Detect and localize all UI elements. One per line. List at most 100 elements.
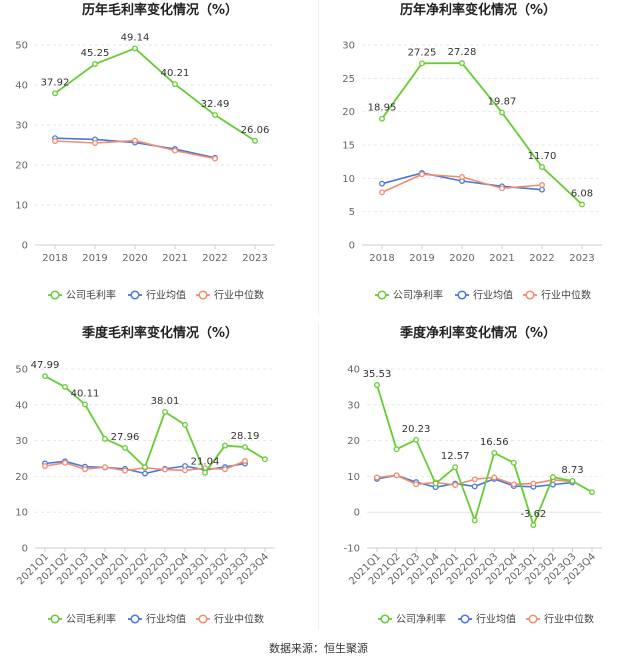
- data-label: 8.73: [561, 465, 583, 476]
- data-label: 26.06: [241, 125, 270, 136]
- y-tick-label: 50: [15, 365, 28, 376]
- legend-marker: [198, 290, 208, 300]
- legend-item: 行业中位数: [196, 289, 264, 302]
- data-label: 38.01: [151, 396, 180, 407]
- legend-marker: [198, 614, 208, 624]
- legend-label: 行业中位数: [544, 613, 594, 626]
- series-line-company: [44, 375, 266, 475]
- chart-title: 历年净利率变化情况（%）: [400, 2, 556, 18]
- legend-marker: [50, 614, 60, 624]
- y-tick-label: 30: [15, 121, 28, 132]
- y-tick-label: 20: [15, 472, 28, 483]
- data-point: [212, 155, 218, 162]
- data-point: [162, 408, 168, 415]
- series-line-company: [381, 62, 583, 206]
- legend-marker: [380, 614, 390, 624]
- legend-item: 公司毛利率: [48, 613, 116, 626]
- data-point: [162, 466, 168, 473]
- data-point: [539, 182, 545, 188]
- data-label: 6.08: [571, 188, 593, 199]
- data-point: [432, 480, 439, 487]
- legend-label: 行业均值: [476, 613, 516, 626]
- y-tick-label: 10: [15, 201, 28, 212]
- data-point: [102, 464, 108, 471]
- y-tick-label: 0: [354, 508, 360, 519]
- data-point: [589, 489, 595, 496]
- x-tick-label: 2018: [42, 253, 67, 264]
- legend-item: 行业均值: [128, 289, 186, 302]
- legend-item: 公司净利率: [378, 613, 446, 626]
- y-tick-label: 0: [22, 241, 28, 252]
- data-label: 37.92: [41, 77, 70, 88]
- data-point: [262, 456, 268, 463]
- legend-marker: [460, 614, 470, 624]
- data-point: [182, 421, 188, 428]
- data-label: 18.95: [368, 103, 397, 114]
- data-point: [393, 446, 400, 453]
- data-source-note: 数据来源：恒生聚源: [269, 642, 368, 655]
- data-point: [459, 174, 465, 180]
- y-tick-label: 5: [349, 207, 355, 218]
- data-point: [132, 45, 138, 52]
- data-point: [471, 476, 478, 483]
- data-point: [52, 138, 58, 144]
- data-point: [122, 467, 128, 474]
- x-tick-label: 2022: [529, 253, 554, 264]
- data-point: [92, 61, 98, 67]
- legend-marker: [377, 290, 387, 300]
- data-point: [413, 481, 420, 488]
- data-label: 27.28: [448, 47, 477, 58]
- data-label: 27.96: [111, 432, 140, 443]
- legend-item: 行业均值: [128, 613, 186, 626]
- data-label: 20.23: [402, 424, 431, 435]
- data-label: 27.25: [408, 47, 437, 58]
- data-point: [452, 482, 459, 488]
- data-point: [182, 467, 188, 474]
- data-point: [82, 401, 88, 408]
- data-point: [172, 81, 178, 88]
- legend-marker: [130, 290, 140, 300]
- data-point: [530, 480, 537, 487]
- x-tick-label: 2021: [489, 253, 514, 264]
- data-point: [242, 444, 248, 451]
- data-point: [42, 463, 48, 469]
- y-tick-label: 10: [347, 472, 360, 483]
- legend-marker: [525, 290, 535, 300]
- chart-title: 历年毛利率变化情况（%）: [82, 2, 238, 18]
- data-label: 21.04: [191, 457, 220, 468]
- data-point: [579, 201, 585, 208]
- legend-label: 公司净利率: [396, 613, 446, 626]
- y-tick-label: -10: [344, 544, 360, 555]
- data-label: 47.99: [31, 360, 60, 371]
- legend-marker: [130, 614, 140, 624]
- x-tick-label: 2018: [369, 253, 394, 264]
- x-tick-label: 2020: [122, 253, 147, 264]
- data-point: [202, 469, 208, 476]
- legend-label: 行业均值: [473, 289, 513, 302]
- data-point: [413, 436, 420, 443]
- data-label: 40.11: [71, 388, 100, 399]
- data-point: [510, 481, 517, 488]
- y-tick-label: 20: [342, 107, 355, 118]
- data-point: [52, 90, 58, 97]
- data-label: 16.56: [480, 437, 509, 448]
- data-point: [379, 115, 385, 122]
- data-point: [62, 459, 68, 466]
- y-tick-label: 10: [342, 174, 355, 185]
- data-point: [252, 137, 258, 144]
- y-tick-label: 40: [15, 400, 28, 411]
- data-point: [530, 522, 537, 529]
- legend-label: 公司净利率: [393, 289, 443, 302]
- data-point: [172, 147, 178, 154]
- data-label: 35.53: [363, 369, 392, 380]
- legend-item: 公司毛利率: [48, 289, 116, 302]
- data-point: [539, 164, 545, 170]
- data-point: [419, 60, 425, 67]
- x-tick-label: 2023: [569, 253, 594, 264]
- legend-label: 行业中位数: [214, 289, 264, 302]
- legend-label: 行业均值: [146, 613, 186, 626]
- data-point: [212, 112, 218, 118]
- data-point: [499, 185, 505, 192]
- data-point: [62, 383, 68, 390]
- legend-label: 行业中位数: [541, 289, 591, 302]
